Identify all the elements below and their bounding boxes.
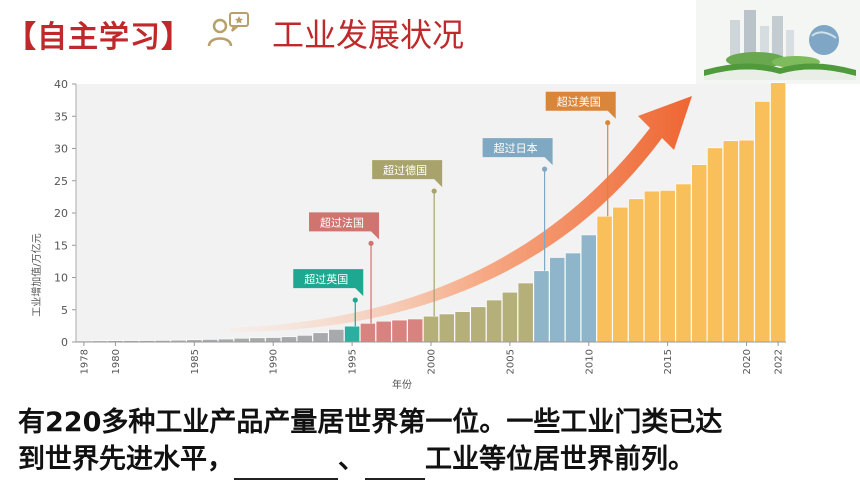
bar-2019 <box>722 140 739 343</box>
bar-2022 <box>770 82 786 343</box>
bar-2001 <box>438 313 455 343</box>
annotation-label: 超过美国 <box>557 95 601 109</box>
body-line2-a: 到世界先进水平， <box>18 444 234 475</box>
bar-2006 <box>517 282 534 343</box>
bar-2005 <box>501 291 518 343</box>
bar-2020 <box>738 139 755 343</box>
body-line2-b: 工业等位居世界前列。 <box>425 444 695 475</box>
annotation-callout <box>293 269 364 297</box>
x-tick-label: 1980 <box>111 349 122 374</box>
bar-series <box>76 82 786 343</box>
x-tick-label: 1990 <box>269 349 280 374</box>
bar-2009 <box>565 252 581 343</box>
y-tick-label: 15 <box>54 239 68 252</box>
annotation-2000: 超过德国 <box>372 160 443 317</box>
x-axis: 1978 1980 1985 1990 1995 2000 2005 2010 2015 2020… <box>76 341 786 374</box>
annotation-2011: 超过美国 <box>545 91 616 217</box>
bar-2013 <box>628 198 644 343</box>
bar-1989 <box>249 337 266 343</box>
y-tick-label: 20 <box>54 207 68 220</box>
body-separator: 、 <box>338 444 365 475</box>
bar-1995 <box>344 325 360 343</box>
bar-1990 <box>265 337 282 343</box>
y-axis-label: 工业增加值/万亿元 <box>30 233 43 316</box>
bar-2012 <box>612 206 629 343</box>
annotation-dot <box>542 166 548 172</box>
annotation-1996: 超过法国 <box>309 212 380 324</box>
annotation-label: 超过日本 <box>494 141 538 155</box>
annotation-dot <box>368 240 374 246</box>
body-number: 220 <box>45 407 102 438</box>
y-axis: 0 5 10 15 20 25 30 35 40 <box>54 78 77 349</box>
annotation-callout <box>372 160 443 188</box>
x-axis-label: 年份 <box>392 378 412 391</box>
bar-1994 <box>328 329 345 343</box>
bar-2007 <box>533 270 550 343</box>
annotation-callout <box>482 138 553 166</box>
annotation-dot <box>352 297 358 303</box>
bar-2004 <box>486 299 502 343</box>
x-tick-label: 2010 <box>584 349 595 374</box>
growth-arrow-shape <box>230 96 692 332</box>
x-tick-label: 2005 <box>505 349 516 374</box>
bar-2002 <box>454 311 471 343</box>
bar-2016 <box>675 183 692 343</box>
annotation-label: 超过法国 <box>320 215 364 229</box>
x-tick-label: 2015 <box>663 349 674 374</box>
x-tick-label: 2022 <box>774 349 785 374</box>
x-tick-label: 1985 <box>190 349 201 374</box>
growth-arrow <box>230 96 692 332</box>
bar-1997 <box>375 320 392 343</box>
bar-2008 <box>549 257 566 343</box>
bar-2021 <box>754 101 771 343</box>
annotation-dot <box>431 188 437 194</box>
industrial-value-chart: 超过英国 超过法国 超过德国 超过日本 超过美国 0 5 10 15 20 25 30 35 40 19… <box>30 78 786 391</box>
bar-2014 <box>643 190 660 343</box>
bar-1991 <box>281 336 297 343</box>
body-prefix: 有 <box>18 407 45 438</box>
bar-2000 <box>423 315 439 343</box>
person-speech-icon <box>207 12 249 47</box>
x-tick-label: 2020 <box>742 349 753 374</box>
annotation-2007: 超过日本 <box>482 138 553 271</box>
bar-1988 <box>233 337 250 343</box>
y-tick-label: 35 <box>54 110 68 123</box>
bar-2017 <box>691 164 708 343</box>
y-tick-label: 0 <box>61 336 68 349</box>
bar-2018 <box>707 147 723 343</box>
y-tick-label: 5 <box>61 304 68 317</box>
body-line1-rest: 多种工业产品产量居世界第一位。一些工业门类已达 <box>101 407 723 438</box>
y-tick-label: 40 <box>54 78 68 91</box>
x-tick-label: 1978 <box>79 349 90 374</box>
milestone-annotations: 超过英国 超过法国 超过德国 超过日本 超过美国 <box>293 91 616 327</box>
section-tag: 【自主学习】 <box>6 20 192 55</box>
bar-2015 <box>659 190 676 343</box>
y-tick-label: 10 <box>54 272 68 285</box>
slide-header: 【自主学习】 工业发展状况 <box>0 0 860 84</box>
x-tick-label: 1995 <box>348 349 359 374</box>
bar-2010 <box>580 234 597 343</box>
annotation-label: 超过德国 <box>383 163 427 177</box>
annotation-callout <box>309 212 380 240</box>
x-tick-label: 2000 <box>427 349 438 374</box>
bar-1992 <box>296 335 313 343</box>
bar-1996 <box>359 322 376 343</box>
section-title: 工业发展状况 <box>272 16 465 54</box>
bar-2003 <box>470 306 487 343</box>
annotation-dot <box>605 120 611 126</box>
bar-2011 <box>596 215 613 343</box>
annotation-1995: 超过英国 <box>293 269 364 327</box>
y-tick-label: 25 <box>54 175 68 188</box>
annotation-label: 超过英国 <box>304 272 348 286</box>
body-paragraph: 有220多种工业产品产量居世界第一位。一些工业门类已达 到世界先进水平， 、 工… <box>18 404 848 480</box>
bar-1998 <box>391 319 408 343</box>
y-tick-label: 30 <box>54 143 68 156</box>
bar-1993 <box>312 332 329 343</box>
answer-blank-2[interactable] <box>365 441 425 480</box>
annotation-callout <box>545 91 616 119</box>
answer-blank-1[interactable] <box>234 441 338 480</box>
bar-1999 <box>407 318 424 343</box>
city-book-decoration-icon <box>696 0 860 84</box>
